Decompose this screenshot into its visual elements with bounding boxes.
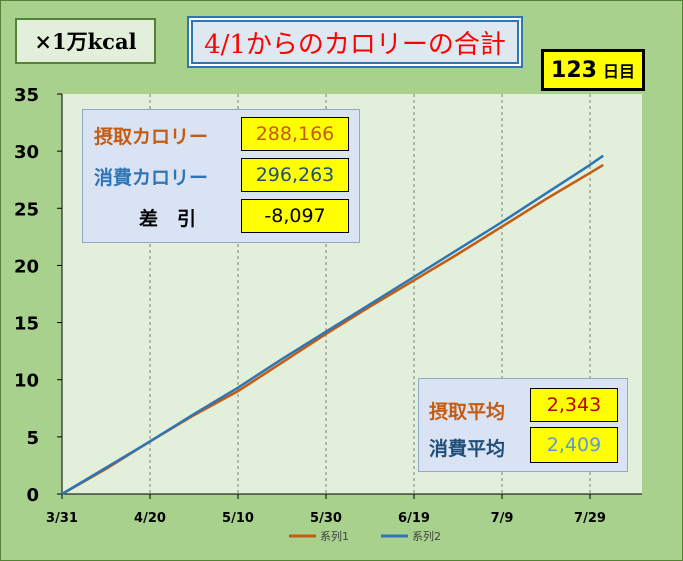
day-count-unit: 日目: [602, 62, 635, 81]
intake-average-value: 2,343: [530, 388, 618, 422]
x-tick-label: 7/9: [491, 511, 514, 526]
x-tick-label: 6/19: [398, 511, 430, 526]
intake-total-label: 摂取カロリー: [94, 126, 209, 148]
legend-label-1: 系列1: [320, 529, 349, 543]
chart-title: 4/1からのカロリーの合計: [204, 29, 506, 60]
x-tick-label: 4/20: [134, 511, 166, 526]
series-line-2: [61, 154, 604, 496]
x-tick-label: 7/29: [574, 511, 606, 526]
y-tick-label: 30: [14, 142, 39, 163]
burn-average-value: 2,409: [530, 427, 618, 463]
y-tick-label: 15: [14, 314, 39, 335]
day-count-number: 123: [551, 57, 597, 83]
difference-value: -8,097: [241, 199, 349, 233]
unit-label: ×1万kcal: [15, 18, 156, 64]
day-count-badge: 123 日目: [541, 49, 645, 91]
burn-total-value: 296,263: [241, 158, 349, 192]
y-tick-label: 10: [14, 371, 39, 392]
intake-total-value: 288,166: [241, 117, 349, 151]
y-tick-label: 20: [14, 256, 39, 277]
burn-total-label: 消費カロリー: [94, 167, 209, 189]
y-tick-label: 35: [14, 85, 39, 106]
x-tick-label: 5/30: [310, 511, 342, 526]
intake-average-label: 摂取平均: [429, 401, 506, 423]
y-tick-label: 25: [14, 199, 39, 220]
x-tick-label: 3/31: [46, 511, 78, 526]
x-tick-label: 5/10: [222, 511, 254, 526]
y-tick-label: 5: [26, 428, 39, 449]
totals-panel: 摂取カロリー 288,166 消費カロリー 296,263 差 引 -8,097: [82, 109, 360, 243]
y-tick-label: 0: [26, 485, 39, 506]
legend-label-2: 系列2: [412, 529, 441, 543]
averages-panel: 摂取平均 2,343 消費平均 2,409: [418, 378, 628, 472]
difference-label: 差 引: [139, 208, 197, 230]
chart-title-box: 4/1からのカロリーの合計: [187, 16, 523, 68]
burn-average-label: 消費平均: [429, 438, 506, 460]
